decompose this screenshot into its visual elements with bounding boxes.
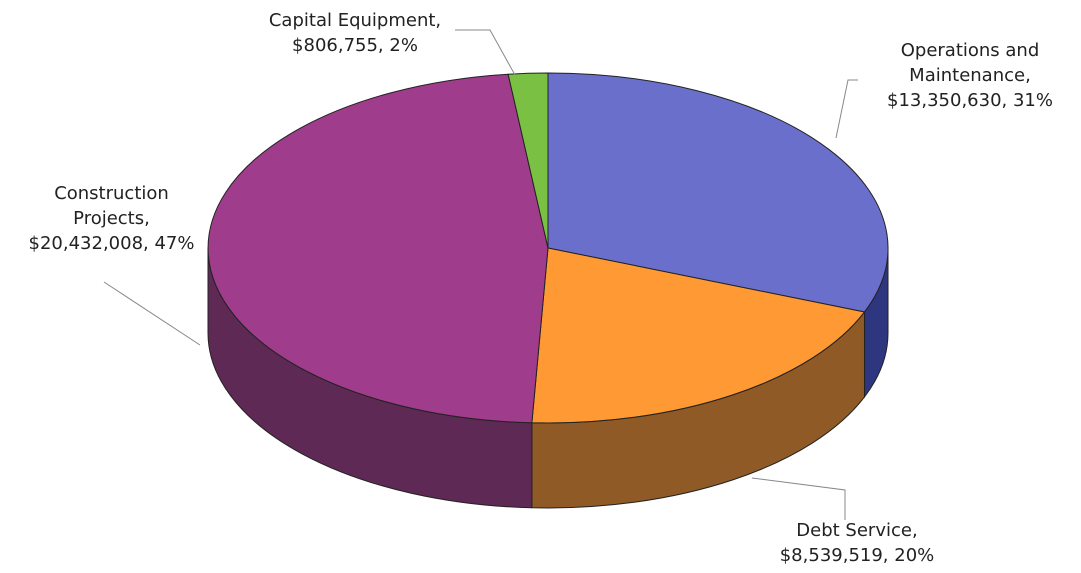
slice [547, 72, 889, 313]
leader-line [835, 79, 858, 139]
slice-label: Operations and Maintenance, $13,350,630,… [887, 40, 1053, 111]
leader-line [455, 29, 516, 76]
slice [207, 73, 549, 424]
slice-label: Construction Projects, $20,432,008, 47% [28, 183, 195, 254]
slice-label: Capital Equipment, $806,755, 2% [268, 10, 442, 56]
leader-line [103, 281, 201, 346]
leader-line [751, 477, 846, 520]
slice [531, 247, 866, 424]
slice [507, 72, 549, 249]
slice-label: Debt Service, $8,539,519, 20% [779, 520, 935, 566]
